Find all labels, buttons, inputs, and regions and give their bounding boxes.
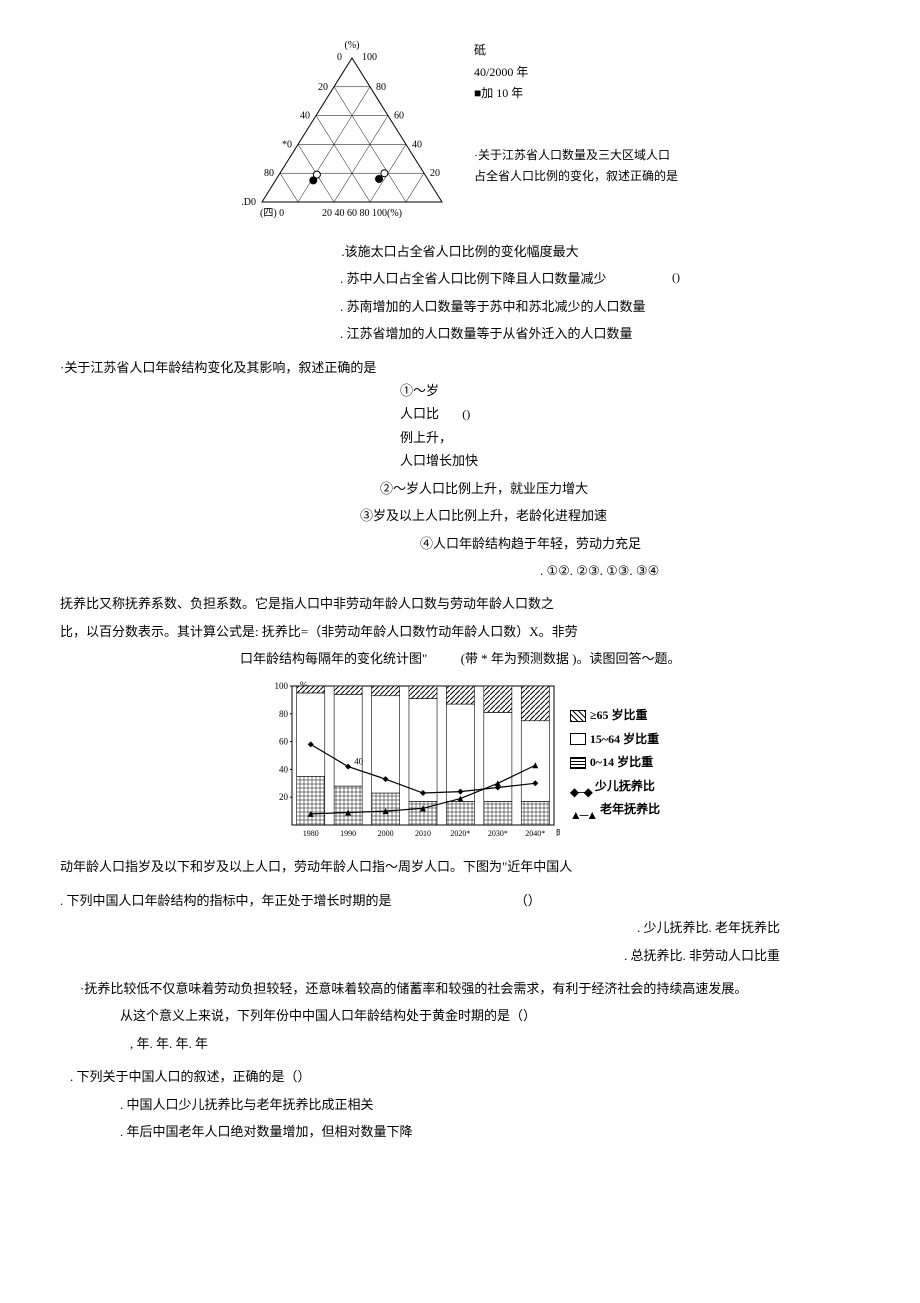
svg-text:2030*: 2030* [488, 829, 508, 838]
ternary-chart-block: (%)0 100 20 40 *0 80 LD0 80 60 40 20 (四) 0 20 40 60 … [60, 40, 860, 230]
q1-paren: () [672, 267, 680, 289]
q1-optA-row: .该施太口占全省人口比例的变化幅度最大 [60, 240, 860, 263]
q3-paren: （） [515, 893, 541, 908]
legend-row: 15~64 岁比重 [570, 729, 660, 751]
legend-swatch [570, 710, 586, 722]
legend-title: 砥 [474, 40, 678, 62]
svg-text:100: 100 [362, 52, 377, 63]
svg-text:时段: 时段 [556, 827, 560, 838]
legend-label: 15~64 岁比重 [590, 729, 659, 751]
q3-optA: . 少儿抚养比. 老年抚养比 [60, 916, 860, 939]
q2-paren: () [462, 407, 470, 421]
q2-block: ·关于江苏省人口年龄结构变化及其影响，叙述正确的是 ①～岁 人口比 () 例上升… [60, 356, 860, 583]
legend-row: ▲─▲ 老年抚养比 [570, 799, 660, 821]
svg-text:2020*: 2020* [450, 829, 470, 838]
q2-opts: . ①②. ②③. ①③. ③④ [540, 559, 860, 582]
svg-text:20: 20 [318, 82, 328, 93]
svg-text:(四) 0: (四) 0 [260, 208, 284, 219]
q5-optA: . 中国人口少儿抚养比与老年抚养比成正相关 [120, 1093, 860, 1116]
bar-chart-block: 20406080100%19801990200020102020*2030*20… [60, 680, 860, 845]
svg-text:1980: 1980 [303, 829, 319, 838]
intro-block: 抚养比又称抚养系数、负担系数。它是指人口中非劳动年龄人口数与劳动年龄人口数之 比… [60, 592, 860, 670]
svg-text:0: 0 [337, 52, 342, 63]
svg-text:2010: 2010 [415, 829, 431, 838]
legend-label: 老年抚养比 [600, 799, 660, 821]
intro-p3-center: 口年龄结构每隔年的变化统计图" [240, 651, 427, 666]
ternary-bottom-caption: .该施太 [341, 244, 383, 259]
legend-row: 0~14 岁比重 [570, 752, 660, 774]
intro-p2: 比，以百分数表示。其计算公式是: 抚养比=（非劳动年龄人口数竹动年龄人口数）X。… [60, 620, 860, 643]
q3-block: . 下列中国人口年龄结构的指标中，年正处于增长时期的是 （） . 少儿抚养比. … [60, 889, 860, 967]
q1-optA: 口占全省人口比例的变化幅度最大 [384, 244, 579, 259]
svg-text:80: 80 [376, 82, 386, 93]
intro-p4: 动年龄人口指岁及以下和岁及以上人口，劳动年龄人口指～周岁人口。下图为"近年中国人 [60, 855, 860, 878]
q1-optB: . 苏中人口占全省人口比例下降且人口数量减少 [340, 271, 607, 286]
svg-text:60: 60 [394, 111, 404, 122]
legend-swatch: ◆─◆ [570, 782, 591, 792]
legend-item-2: ■加 10 年 [474, 83, 678, 105]
q4-block: ·抚养比较低不仅意味着劳动负担较轻，还意味着较高的储蓄率和较强的社会需求，有利于… [60, 977, 860, 1055]
q2-stem: ·关于江苏省人口年龄结构变化及其影响，叙述正确的是 [60, 356, 860, 379]
svg-text:60: 60 [279, 737, 289, 747]
svg-text:40: 40 [279, 765, 289, 775]
q2-sub2: ②～岁人口比例上升，就业压力增大 [380, 477, 860, 500]
intro-p3-right: (带 * 年为预测数据 )。读图回答～题。 [461, 651, 681, 666]
q1-optC: . 苏南增加的人口数量等于苏中和苏北减少的人口数量 [340, 295, 860, 318]
bar-chart: 20406080100%19801990200020102020*2030*20… [260, 680, 560, 845]
svg-text:2000: 2000 [377, 829, 393, 838]
svg-text:1990: 1990 [340, 829, 356, 838]
svg-text:40: 40 [354, 757, 364, 767]
q3-optB: . 总抚养比. 非劳动人口比重 [60, 944, 860, 967]
q4-stem2: 从这个意义上来说，下列年份中中国人口年龄结构处于黄金时期的是（） [120, 1004, 860, 1027]
q5-block: . 下列关于中国人口的叙述，正确的是（） . 中国人口少儿抚养比与老年抚养比成正… [60, 1065, 860, 1143]
svg-text:80: 80 [279, 709, 289, 719]
ternary-chart: (%)0 100 20 40 *0 80 LD0 80 60 40 20 (四) 0 20 40 60 … [242, 40, 462, 230]
svg-text:100: 100 [274, 681, 288, 691]
q4-stem: ·抚养比较低不仅意味着劳动负担较轻，还意味着较高的储蓄率和较强的社会需求，有利于… [80, 977, 860, 1000]
q2-sub1d: 人口增长加快 [400, 449, 860, 472]
q4-opts: , 年. 年. 年. 年 [130, 1032, 860, 1055]
legend-label: ≥65 岁比重 [590, 705, 648, 727]
legend-swatch [570, 757, 586, 769]
q3-stem: . 下列中国人口年龄结构的指标中，年正处于增长时期的是 [60, 893, 392, 908]
svg-text:20: 20 [279, 793, 289, 803]
svg-text:20: 20 [430, 168, 440, 179]
svg-text:80: 80 [264, 168, 274, 179]
q2-sub3: ③岁及以上人口比例上升，老龄化进程加速 [360, 504, 860, 527]
legend-label: 0~14 岁比重 [590, 752, 653, 774]
svg-text:(%): (%) [344, 40, 359, 51]
q1-stem-1: ·关于江苏省人口数量及三大区域人口 [474, 145, 678, 167]
q1-optD: . 江苏省增加的人口数量等于从省外迁入的人口数量 [340, 322, 860, 345]
q5-optB: . 年后中国老年人口绝对数量增加，但相对数量下降 [120, 1120, 860, 1143]
svg-text:40: 40 [300, 111, 310, 122]
q2-sub1b: 人口比 [400, 406, 439, 421]
legend-swatch: ▲─▲ [570, 805, 596, 815]
q1-optB-row: . 苏中人口占全省人口比例下降且人口数量减少 () [340, 267, 860, 290]
bar-chart-legend: ≥65 岁比重15~64 岁比重0~14 岁比重 ◆─◆ 少儿抚养比 ▲─▲ 老年抚养比 [570, 703, 660, 823]
q2-sub4: ④人口年龄结构趋于年轻，劳动力充足 [420, 532, 860, 555]
legend-row: ◆─◆ 少儿抚养比 [570, 776, 660, 798]
legend-swatch [570, 733, 586, 745]
q2-sub1a: ①～岁 [400, 379, 860, 402]
svg-text:LD0: LD0 [242, 197, 256, 208]
q2-sub1c: 例上升， [400, 426, 860, 449]
svg-text:20 40 60 80 100(%): 20 40 60 80 100(%) [322, 208, 402, 219]
svg-text:*0: *0 [282, 139, 292, 150]
svg-text:40: 40 [412, 139, 422, 150]
ternary-legend: 砥 40/2000 年 ■加 10 年 ·关于江苏省人口数量及三大区域人口 占全… [474, 40, 678, 188]
legend-row: ≥65 岁比重 [570, 705, 660, 727]
legend-label: 少儿抚养比 [595, 776, 655, 798]
q1-stem-2: 占全省人口比例的变化，叙述正确的是 [474, 166, 678, 188]
svg-text:2040*: 2040* [525, 829, 545, 838]
intro-p1: 抚养比又称抚养系数、负担系数。它是指人口中非劳动年龄人口数与劳动年龄人口数之 [60, 592, 860, 615]
q5-stem: . 下列关于中国人口的叙述，正确的是（） [70, 1065, 860, 1088]
legend-item-1: 40/2000 年 [474, 62, 678, 84]
